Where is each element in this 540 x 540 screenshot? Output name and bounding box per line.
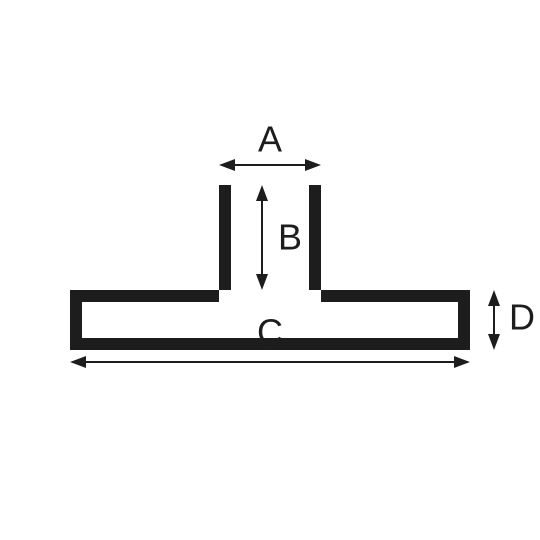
dimension-a-label: A: [258, 119, 282, 160]
arrowhead: [488, 334, 500, 350]
arrowhead: [305, 159, 321, 171]
dimension-a: A: [219, 119, 321, 171]
neck-left-wall: [219, 185, 231, 290]
arrowhead: [454, 356, 470, 368]
dimension-b-label: B: [278, 217, 302, 258]
dimension-b: B: [256, 185, 302, 290]
t-section-diagram: A B C D: [0, 0, 540, 540]
arrowhead: [219, 159, 235, 171]
arrowhead: [70, 356, 86, 368]
dimension-d-label: D: [509, 297, 535, 338]
base-top-right-wall: [321, 290, 470, 302]
neck-right-wall: [309, 185, 321, 290]
arrowhead: [256, 274, 268, 290]
arrowhead: [488, 290, 500, 306]
base-top-left-wall: [70, 290, 219, 302]
arrowhead: [256, 185, 268, 201]
dimension-d: D: [488, 290, 535, 350]
dimension-c-label: C: [257, 312, 283, 353]
